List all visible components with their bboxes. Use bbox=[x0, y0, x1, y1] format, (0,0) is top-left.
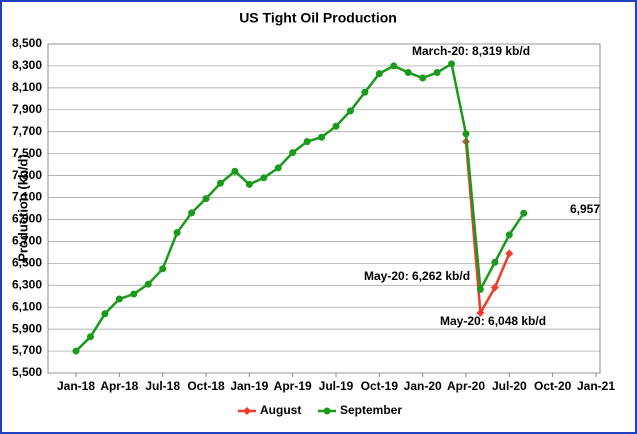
point bbox=[404, 69, 412, 77]
point bbox=[448, 60, 456, 68]
x-tick-label: Jan-20 bbox=[404, 379, 442, 393]
x-tick-label: Jan-18 bbox=[57, 379, 95, 393]
x-tick-label: Jul-20 bbox=[492, 379, 527, 393]
point bbox=[130, 290, 138, 298]
y-tick-label: 7,300 bbox=[12, 168, 42, 182]
point bbox=[216, 179, 224, 187]
x-tick-label: Oct-18 bbox=[187, 379, 225, 393]
point bbox=[390, 62, 398, 70]
point bbox=[144, 280, 152, 288]
point bbox=[505, 249, 514, 258]
point bbox=[505, 231, 513, 239]
x-tick-label: Apr-19 bbox=[274, 379, 312, 393]
point bbox=[462, 130, 470, 138]
x-tick-label: Jan-21 bbox=[577, 379, 615, 393]
x-tick-label: Jul-18 bbox=[145, 379, 180, 393]
x-tick-label: Oct-19 bbox=[361, 379, 399, 393]
point bbox=[346, 107, 354, 115]
point bbox=[303, 138, 311, 146]
point bbox=[274, 164, 282, 172]
point bbox=[202, 195, 210, 203]
point bbox=[159, 265, 167, 273]
y-tick-label: 7,500 bbox=[12, 146, 42, 160]
point bbox=[476, 285, 484, 293]
point bbox=[419, 74, 427, 82]
y-tick-label: 6,700 bbox=[12, 234, 42, 248]
y-tick-label: 5,700 bbox=[12, 343, 42, 357]
y-axis-label: Production (kb/d) bbox=[15, 154, 30, 262]
point bbox=[375, 70, 383, 78]
y-tick-label: 6,900 bbox=[12, 212, 42, 226]
y-tick-label: 6,100 bbox=[12, 299, 42, 313]
series-line bbox=[464, 141, 511, 318]
point bbox=[318, 133, 326, 141]
point bbox=[520, 209, 528, 217]
point bbox=[245, 180, 253, 188]
annotation: 6,957 bbox=[570, 202, 600, 216]
x-tick-label: Apr-18 bbox=[100, 379, 138, 393]
point bbox=[490, 283, 499, 292]
annotation: March-20: 8,319 kb/d bbox=[412, 44, 530, 58]
y-tick-label: 6,500 bbox=[12, 256, 42, 270]
y-tick-label: 8,100 bbox=[12, 80, 42, 94]
point bbox=[188, 209, 196, 217]
point bbox=[260, 174, 268, 182]
annotation: May-20: 6,262 kb/d bbox=[364, 269, 470, 283]
y-tick-label: 5,500 bbox=[12, 365, 42, 379]
y-tick-label: 5,900 bbox=[12, 321, 42, 335]
y-tick-label: 7,100 bbox=[12, 190, 42, 204]
point bbox=[173, 229, 181, 237]
legend-label: September bbox=[340, 403, 402, 417]
legend-label: August bbox=[260, 403, 301, 417]
point bbox=[476, 308, 485, 317]
y-tick-label: 6,300 bbox=[12, 277, 42, 291]
x-tick-label: Jan-19 bbox=[230, 379, 268, 393]
plot-area bbox=[47, 43, 601, 374]
point bbox=[433, 69, 441, 77]
point bbox=[289, 149, 297, 157]
point bbox=[361, 88, 369, 96]
y-tick-label: 8,500 bbox=[12, 36, 42, 50]
y-tick-label: 7,900 bbox=[12, 102, 42, 116]
point bbox=[115, 295, 123, 303]
legend-marker bbox=[323, 407, 331, 415]
point bbox=[231, 167, 239, 175]
chart-title: US Tight Oil Production bbox=[239, 10, 397, 26]
point bbox=[332, 122, 340, 130]
y-tick-label: 8,300 bbox=[12, 58, 42, 72]
annotation: May-20: 6,048 kb/d bbox=[440, 314, 546, 328]
x-tick-label: Oct-20 bbox=[534, 379, 572, 393]
x-tick-label: Apr-20 bbox=[447, 379, 485, 393]
y-tick-label: 7,700 bbox=[12, 124, 42, 138]
point bbox=[101, 310, 109, 318]
point bbox=[72, 347, 80, 355]
x-tick-label: Jul-19 bbox=[319, 379, 354, 393]
point bbox=[491, 258, 499, 266]
point bbox=[86, 333, 94, 341]
legend-marker bbox=[243, 407, 251, 415]
